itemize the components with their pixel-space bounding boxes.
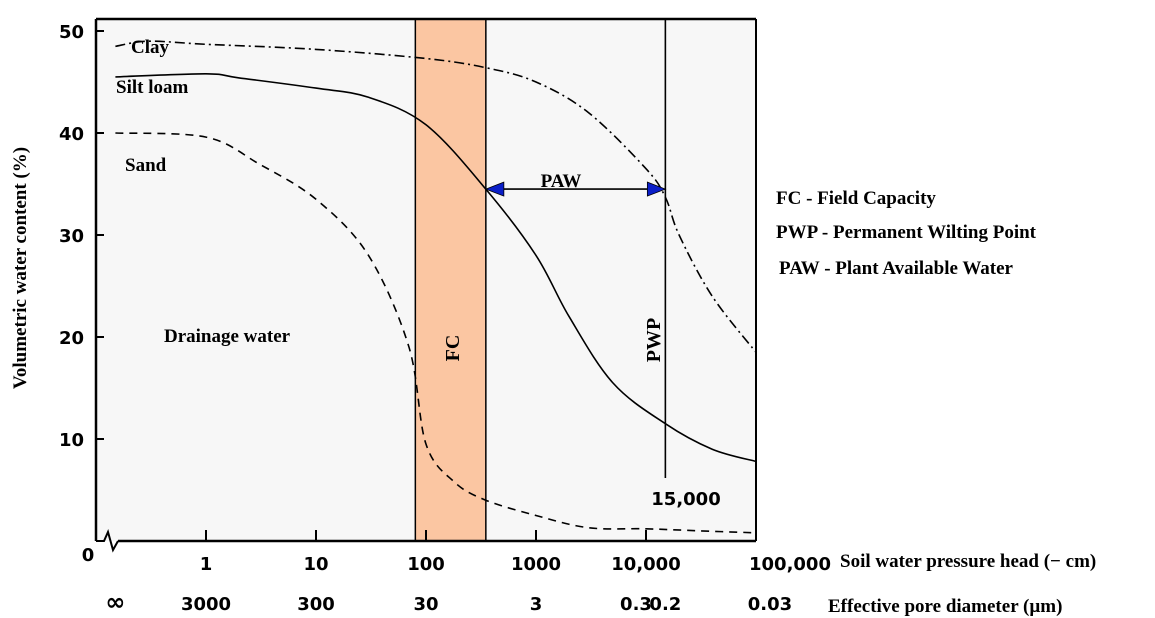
paw-arrowhead-left — [484, 181, 505, 197]
x2-tick-label: 30 — [413, 594, 438, 615]
x2-tick-label: 0.3 — [620, 594, 652, 615]
x-tick-label: 1000 — [511, 554, 561, 575]
x2-tick-label: ∞ — [105, 588, 125, 616]
x-tick-label: 10 — [303, 554, 328, 575]
fc-band — [414, 18, 487, 542]
x-tick-label: 10,000 — [611, 554, 680, 575]
y-tick-label: 40 — [59, 124, 84, 145]
x-origin-label: 0 — [82, 545, 95, 566]
x2-axis-label: Effective pore diameter (µm) — [828, 596, 1062, 617]
y-ticks: 50 40 30 20 10 — [59, 22, 104, 451]
x2-tick-label: 0.2 — [649, 594, 681, 615]
x-axis-label: Soil water pressure head (− cm) — [840, 551, 1096, 572]
series-sand-line — [115, 132, 757, 534]
x-tick-label: 1 — [200, 554, 213, 575]
fc-band-label: FC — [442, 335, 464, 362]
x-ticks: 1 10 100 1000 10,000 100,000 — [200, 530, 831, 575]
x2-tick-label: 3 — [530, 594, 543, 615]
legend-fc: FC - Field Capacity — [776, 188, 936, 209]
y-tick-label: 20 — [59, 328, 84, 349]
y-axis-label: Volumetric water content (%) — [10, 147, 31, 389]
legend-pwp: PWP - Permanent Wilting Point — [776, 222, 1037, 243]
legend-paw: PAW - Plant Available Water — [779, 258, 1014, 279]
sand-label: Sand — [125, 155, 167, 176]
y-tick-label: 30 — [59, 226, 84, 247]
x2-tick-label: 3000 — [181, 594, 231, 615]
pwp-line-label: PWP — [643, 318, 665, 362]
x-tick-label: 100,000 — [749, 554, 831, 575]
paw-label: PAW — [541, 171, 582, 192]
silt-loam-label: Silt loam — [116, 77, 188, 98]
y-tick-label: 10 — [59, 430, 84, 451]
drainage-water-label: Drainage water — [164, 326, 291, 347]
clay-label: Clay — [131, 37, 170, 58]
y-tick-label: 50 — [59, 22, 84, 43]
series-clay-line — [115, 40, 757, 353]
paw-arrow — [484, 181, 667, 197]
x-tick-label: 100 — [407, 554, 445, 575]
x2-tick-label: 300 — [297, 594, 335, 615]
x2-tick-label: 0.03 — [748, 594, 792, 615]
pwp-value-label: 15,000 — [651, 489, 720, 510]
paw-arrowhead-right — [646, 181, 667, 197]
axis-break-mark — [96, 529, 119, 553]
x2-ticks: ∞ 3000 300 30 3 0.30.2 0.03 — [105, 588, 792, 616]
